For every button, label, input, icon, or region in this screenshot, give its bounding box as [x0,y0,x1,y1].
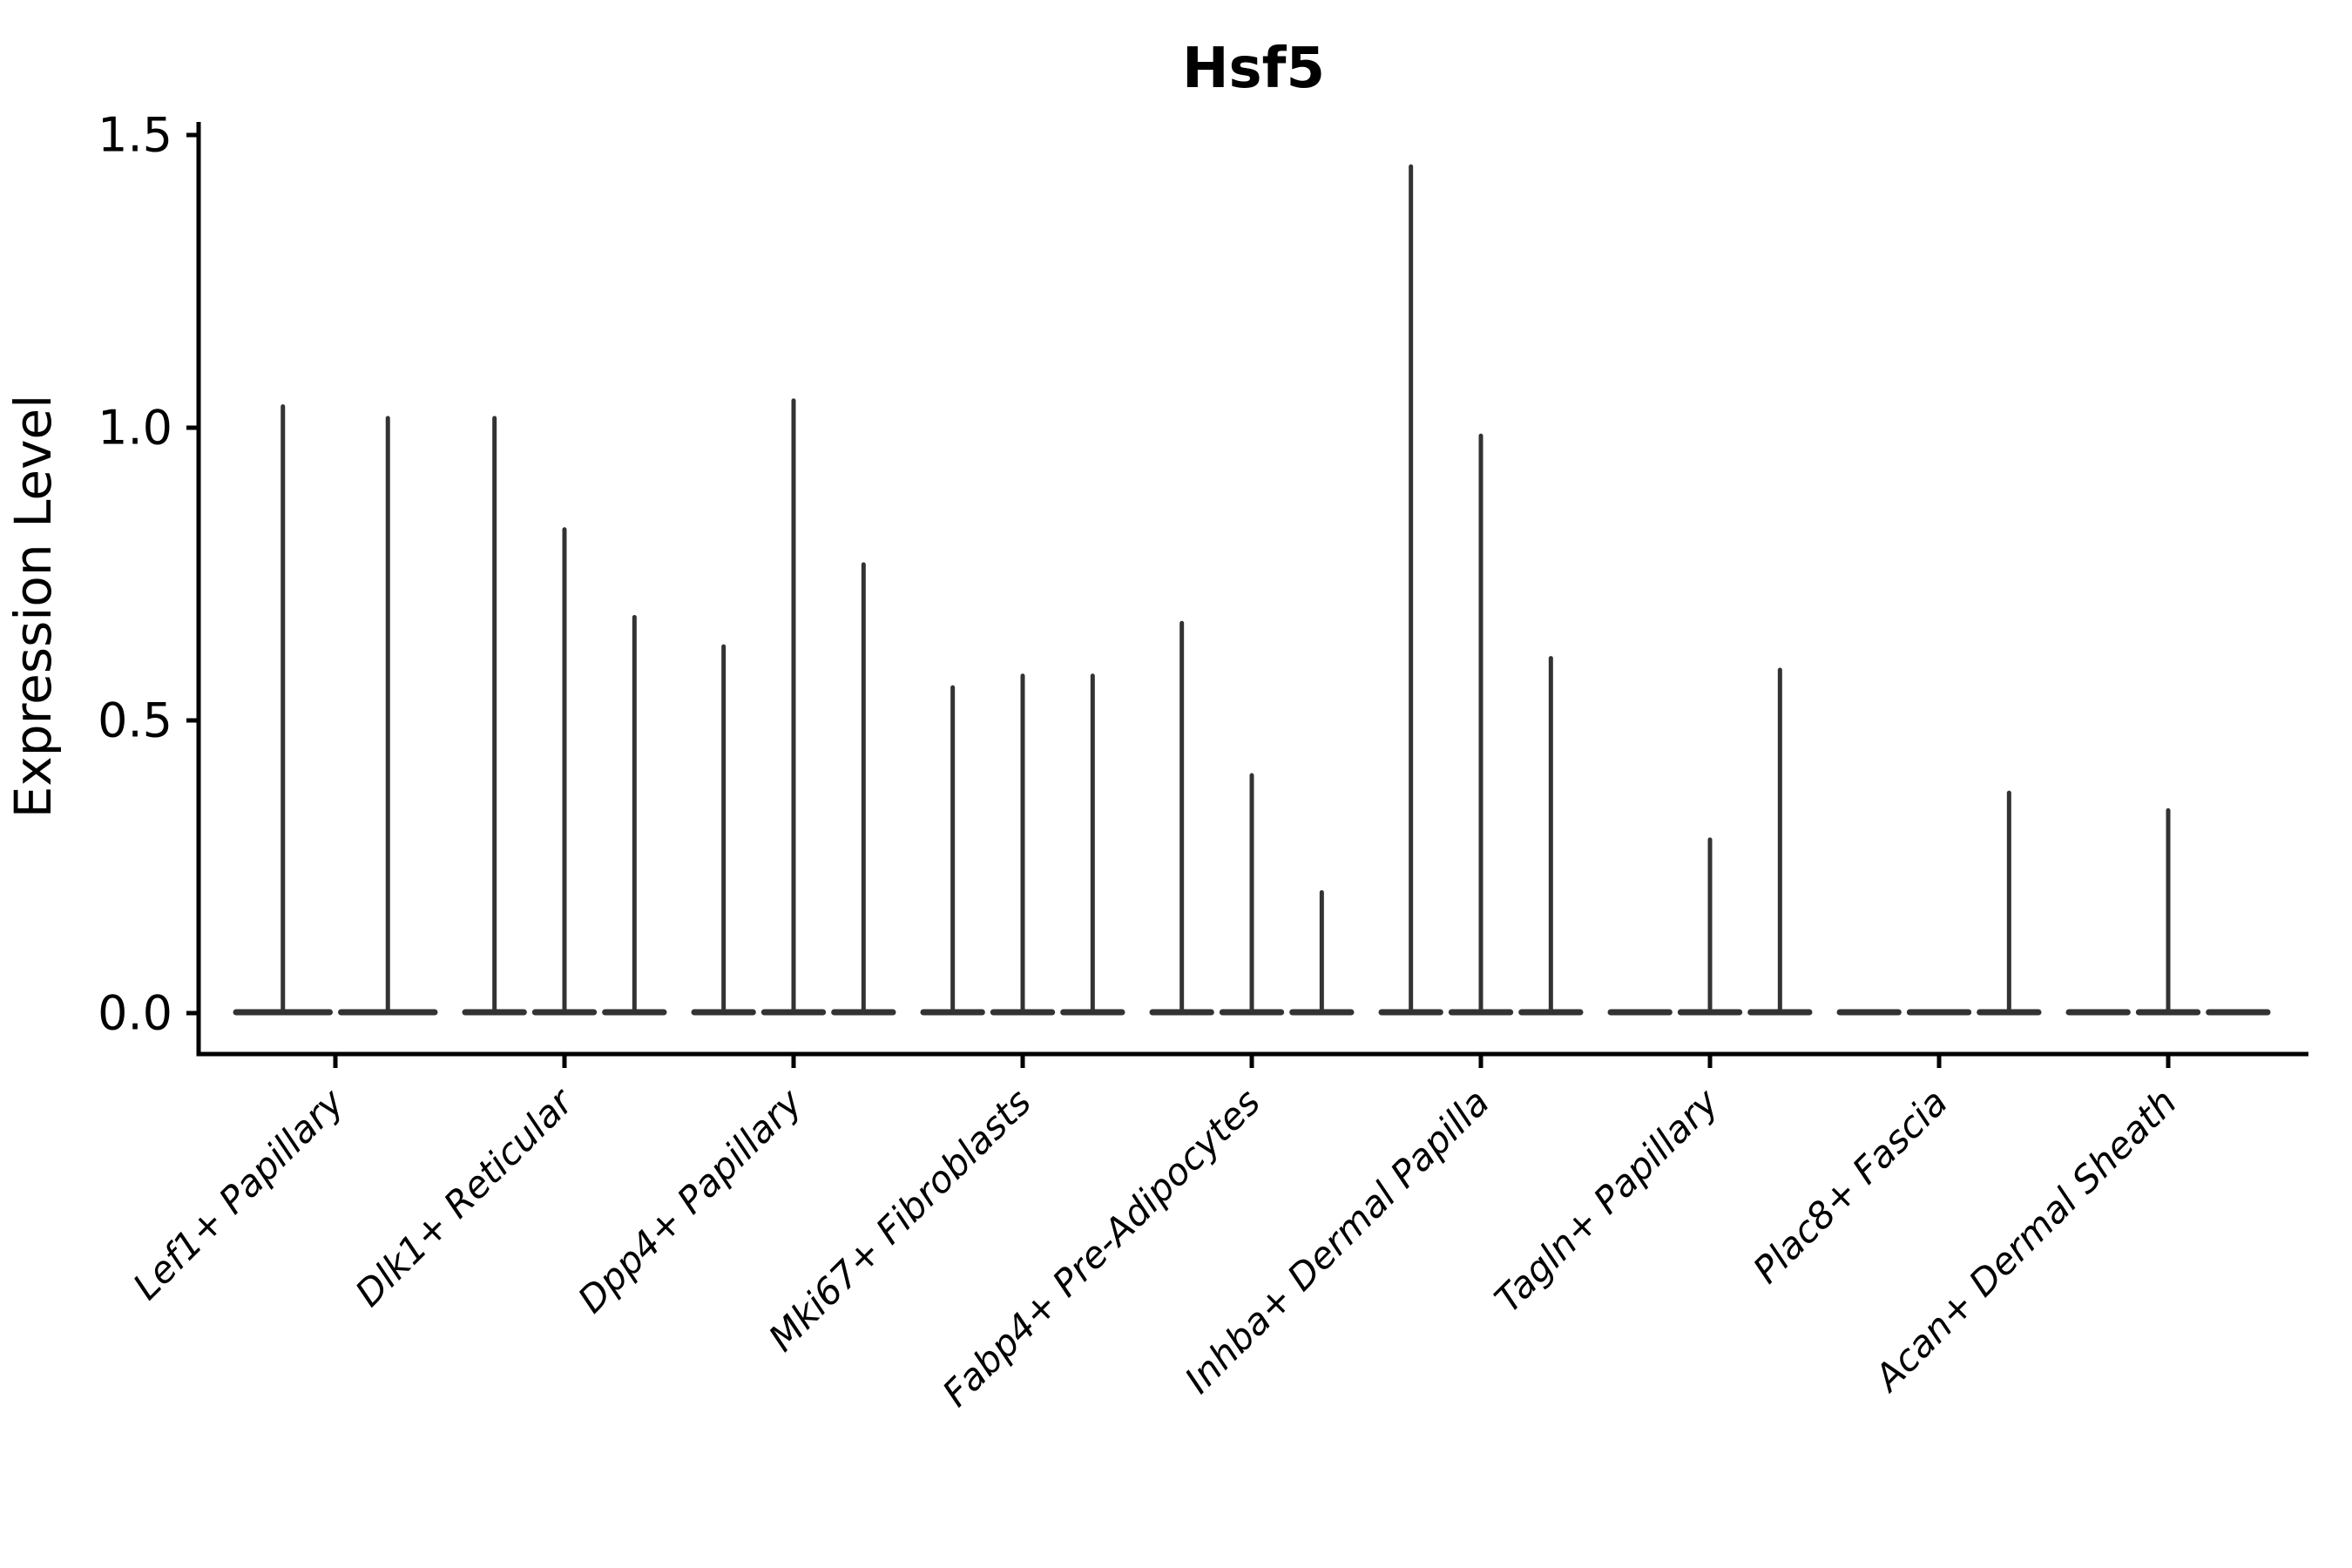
violin-group [462,416,667,1016]
violin-spike [1707,837,1713,1016]
violin-spike [1020,673,1025,1016]
violin-spike [1249,773,1254,1016]
violin-spike [1478,433,1484,1016]
violin-group [691,398,896,1016]
violin-spike [1319,889,1324,1016]
violin-group [1607,667,1813,1016]
violin-spike [562,527,567,1016]
violin-spike [1777,667,1782,1016]
chart-title: Hsf5 [1182,37,1325,101]
x-tick-label: Mki67+ Fibroblasts [760,1080,1039,1359]
violin-spike [2166,808,2171,1016]
x-tick-label: Dlk1+ Reticular [347,1078,583,1315]
violin-spike [385,416,390,1016]
x-tick-label: Plac8+ Fascia [1745,1080,1956,1291]
violin-base [2206,1009,2271,1016]
violin-spike [1409,164,1414,1016]
violin-spike [1548,656,1553,1016]
violin-group [2065,808,2271,1016]
y-tick-label: 1.5 [98,108,172,163]
y-tick-label: 1.0 [98,401,172,456]
y-tick-label: 0.5 [98,693,172,748]
violin-base [1607,1009,1673,1016]
x-tick-label: Tagln+ Papillary [1486,1080,1727,1321]
violin-group [1378,164,1584,1016]
violin-layer [233,164,2271,1016]
violin-spike [861,562,866,1016]
violin-base [1906,1009,1972,1016]
violin-group [1836,790,2042,1016]
violin-group [233,404,438,1016]
violin-spike [1090,673,1095,1016]
violin-spike [950,685,956,1016]
violin-spike [632,615,637,1016]
y-tick-label: 0.0 [98,986,172,1041]
violin-group [1149,620,1355,1016]
y-axis-label: Expression Level [3,395,63,818]
violin-spike [2006,790,2011,1016]
violin-base [2065,1009,2131,1016]
violin-spike [492,416,497,1016]
violin-spike [280,404,286,1016]
violin-base [1836,1009,1902,1016]
violin-group [920,673,1125,1016]
x-tick-label: Lef1+ Papillary [125,1080,353,1308]
violin-spike [1179,620,1185,1016]
x-tick-label: Dpp4+ Papillary [570,1080,811,1321]
violin-spike [721,644,727,1016]
violin-spike [791,398,796,1016]
